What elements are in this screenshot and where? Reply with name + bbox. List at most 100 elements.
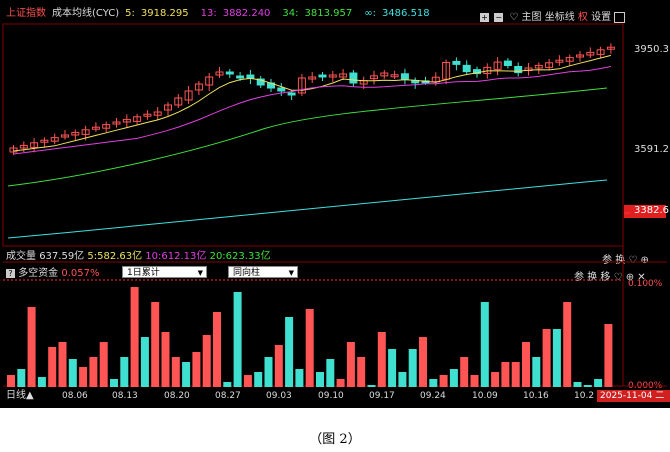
candle (153, 111, 162, 116)
fund-bar (285, 317, 294, 387)
current-date-tag: 2025-11-04 二 (597, 390, 670, 402)
volume-legend: 成交量 637.59亿 5:582.63亿 10:612.13亿 20:623.… (6, 251, 271, 263)
dropdown-arrow-icon: ▼ (288, 269, 294, 277)
candle (287, 92, 296, 96)
fund-bar (552, 329, 561, 387)
fund-bar (573, 382, 582, 387)
axis-line-button[interactable]: 坐标线 (544, 12, 575, 23)
fund-move-button[interactable]: 移 (600, 272, 611, 283)
volume-zoom-icon[interactable]: ⊕ (640, 255, 649, 266)
price-axis-mid: 3591.2 (634, 144, 669, 155)
candle (81, 129, 90, 135)
period-select[interactable]: 1日累计 ▼ (122, 266, 207, 278)
candle (473, 69, 481, 75)
cyc-34: 34: 3813.957 (282, 8, 353, 19)
fund-bar (130, 287, 139, 387)
help-icon[interactable]: ? (6, 269, 15, 278)
fund-bar (377, 332, 386, 387)
candle (225, 71, 234, 75)
volume-ma-10: 10:612.13亿 (145, 251, 207, 262)
fund-heart-icon[interactable]: ♡ (613, 272, 623, 283)
ma-5-line (13, 54, 612, 152)
bar-type-select[interactable]: 同向柱 ▼ (228, 266, 298, 278)
index-name[interactable]: 上证指数 (6, 8, 46, 19)
cyc-inf: ∞: 3486.518 (364, 8, 430, 19)
date-tick-label: 10.2 (574, 391, 595, 401)
heart-icon[interactable]: ♡ (509, 12, 519, 23)
price-axis-high: 3950.3 (634, 44, 669, 55)
fund-bar (213, 312, 221, 387)
fund-bar (583, 385, 592, 387)
fund-bar (563, 302, 572, 387)
cyc-5: 5: 3918.295 (125, 8, 189, 19)
fund-bar (182, 362, 191, 387)
fund-bar (27, 307, 36, 387)
period-label[interactable]: 日线▲ (6, 390, 34, 401)
up-arrow-icon: ▲ (26, 390, 34, 401)
candle (462, 64, 471, 73)
plus-icon[interactable]: + (480, 13, 489, 22)
fund-switch-button[interactable]: 换 (587, 272, 598, 283)
candle (493, 61, 502, 70)
ma-34-line (7, 87, 608, 187)
minus-icon[interactable]: − (494, 13, 504, 22)
fund-bar (202, 335, 211, 387)
top-controls: + − ♡ 主图 坐标线 权 设置 (480, 8, 626, 23)
candle (524, 67, 533, 72)
date-tick-label: 09.10 (318, 391, 344, 401)
volume-heart-icon[interactable]: ♡ (628, 255, 638, 266)
fund-bar (470, 375, 479, 387)
date-tick-label: 09.24 (420, 391, 446, 401)
candle (328, 74, 337, 78)
volume-total: 637.59亿 (39, 251, 85, 262)
fund-bar (89, 357, 98, 387)
fund-bar (367, 385, 376, 387)
fund-bar (274, 345, 283, 387)
candle (606, 46, 615, 50)
cyc-legend: 上证指数 成本均线(CYC) 5: 3918.295 13: 3882.240 34: 381… (6, 8, 442, 20)
fund-bar (17, 369, 26, 387)
candle (390, 74, 399, 78)
candle (205, 76, 214, 86)
ma-inf-line (7, 179, 608, 239)
fund-zoom-icon[interactable]: ⊕ (625, 272, 635, 283)
fund-bar (604, 324, 613, 387)
rights-button[interactable]: 权 (577, 12, 588, 23)
candle (514, 65, 523, 74)
chart-canvas (2, 23, 667, 387)
candle (50, 137, 59, 142)
candle (61, 134, 69, 138)
volume-param-button[interactable]: 参 (602, 255, 612, 266)
fund-bar (7, 375, 15, 387)
ma-13-line (13, 66, 611, 155)
current-price-tag: 3382.6 (624, 205, 669, 218)
fund-bar (316, 372, 324, 387)
collapse-icon[interactable] (614, 11, 626, 23)
cyc-label: 成本均线(CYC) (52, 8, 120, 19)
fund-close-icon[interactable]: ✕ (637, 272, 646, 283)
fund-bar (68, 359, 77, 387)
candle (400, 73, 409, 80)
candle (194, 83, 203, 91)
candle (91, 126, 100, 130)
dropdown-arrow-icon: ▼ (197, 269, 203, 277)
candle (267, 82, 275, 89)
fund-bar (398, 372, 407, 387)
volume-switch-button[interactable]: 换 (615, 255, 626, 266)
volume-ma-5: 5:582.63亿 (87, 251, 143, 262)
candle (318, 74, 327, 78)
fund-param-button[interactable]: 参 (574, 272, 584, 283)
fund-bar (254, 372, 263, 387)
candle (246, 74, 255, 79)
candle (19, 144, 28, 149)
settings-button[interactable]: 设置 (591, 12, 612, 23)
price-panel-border (2, 23, 624, 247)
candle (339, 73, 348, 78)
main-chart-button[interactable]: 主图 (521, 12, 542, 23)
fund-bar (326, 359, 335, 387)
fund-bar (532, 357, 541, 387)
candle (421, 80, 430, 84)
fund-bar (243, 375, 252, 387)
candle (308, 76, 317, 80)
fund-bar (501, 362, 510, 387)
